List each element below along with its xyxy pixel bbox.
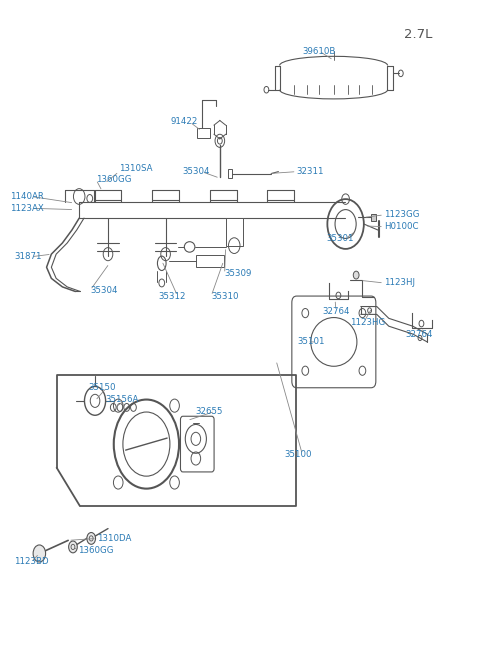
Text: 35301: 35301 <box>326 234 354 243</box>
Text: 32764: 32764 <box>406 329 433 339</box>
Text: 39610B: 39610B <box>302 47 336 56</box>
Text: 1140AR: 1140AR <box>10 192 44 201</box>
Text: 31871: 31871 <box>14 252 42 261</box>
Text: 35310: 35310 <box>211 291 239 301</box>
Circle shape <box>33 545 46 562</box>
Bar <box>197 128 210 138</box>
Bar <box>226 218 243 246</box>
Text: 35312: 35312 <box>158 291 186 301</box>
Text: 32655: 32655 <box>196 407 223 416</box>
Text: 1310SA: 1310SA <box>119 164 153 173</box>
Circle shape <box>353 271 359 279</box>
Text: 35101: 35101 <box>298 337 325 346</box>
Text: 1360GG: 1360GG <box>78 546 114 555</box>
Text: 32764: 32764 <box>323 307 350 316</box>
FancyBboxPatch shape <box>180 417 214 472</box>
Text: 2.7L: 2.7L <box>404 28 432 41</box>
Text: 32311: 32311 <box>297 167 324 176</box>
Text: H0100C: H0100C <box>384 222 419 231</box>
Text: 35304: 35304 <box>90 286 118 295</box>
Text: 35304: 35304 <box>182 167 210 176</box>
Text: 35309: 35309 <box>225 269 252 278</box>
Bar <box>228 169 232 178</box>
Text: 1123HJ: 1123HJ <box>384 278 415 288</box>
Circle shape <box>87 533 96 544</box>
Text: 1123HG: 1123HG <box>350 318 385 327</box>
Text: 1360GG: 1360GG <box>96 175 132 184</box>
Circle shape <box>69 541 77 553</box>
Bar <box>196 255 224 267</box>
Text: 91422: 91422 <box>170 117 198 126</box>
Text: 35156A: 35156A <box>106 395 139 404</box>
Text: 1123GG: 1123GG <box>384 210 420 219</box>
Text: 1310DA: 1310DA <box>97 534 132 543</box>
Text: 1123BD: 1123BD <box>14 557 49 567</box>
Text: 1123AX: 1123AX <box>10 204 43 213</box>
Bar <box>371 214 376 221</box>
FancyBboxPatch shape <box>292 296 376 388</box>
Text: 35150: 35150 <box>89 383 116 392</box>
Text: 35100: 35100 <box>284 450 312 459</box>
